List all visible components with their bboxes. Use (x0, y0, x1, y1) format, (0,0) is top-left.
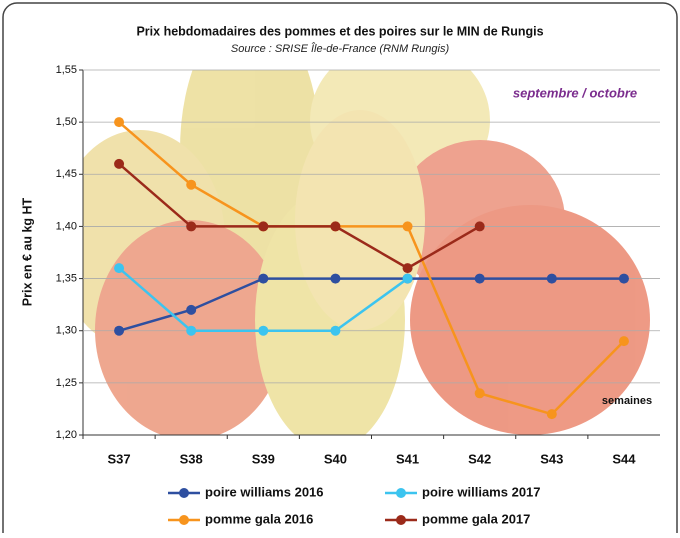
x-tick-label: S40 (324, 451, 347, 466)
y-axis-label: Prix en € au kg HT (20, 197, 34, 306)
data-point (330, 273, 341, 284)
data-point (546, 409, 557, 420)
data-point (186, 325, 197, 336)
data-point (618, 273, 629, 284)
y-tick-label: 1,40 (56, 220, 77, 232)
data-point (114, 117, 125, 128)
legend-marker (396, 488, 406, 498)
data-point (258, 273, 269, 284)
data-point (186, 179, 197, 190)
legend-label: pomme gala 2016 (205, 511, 313, 526)
x-tick-label: S44 (612, 451, 636, 466)
data-point (114, 158, 125, 169)
data-point (330, 221, 341, 232)
legend-marker (396, 515, 406, 525)
series-line (118, 162, 481, 270)
x-tick-label: S38 (180, 451, 203, 466)
x-tick-label: S37 (107, 451, 130, 466)
annotation: semaines (602, 395, 652, 407)
data-point (114, 325, 125, 336)
x-tick-label: S43 (540, 451, 563, 466)
legend-marker (179, 488, 189, 498)
chart-title: Prix hebdomadaires des pommes et des poi… (136, 24, 543, 38)
data-point (402, 221, 413, 232)
data-point (402, 273, 413, 284)
data-point (474, 273, 485, 284)
data-point (186, 304, 197, 315)
legend-marker (179, 515, 189, 525)
y-tick-label: 1,30 (56, 325, 77, 337)
y-tick-label: 1,25 (56, 377, 77, 389)
y-tick-label: 1,45 (56, 168, 77, 180)
background-fruits (83, 70, 650, 435)
data-point (258, 221, 269, 232)
legend-label: pomme gala 2017 (422, 511, 530, 526)
y-tick-label: 1,35 (56, 272, 77, 284)
y-tick-label: 1,55 (56, 64, 77, 76)
data-point (186, 221, 197, 232)
data-point (474, 221, 485, 232)
y-tick-label: 1,50 (56, 116, 77, 128)
data-point (402, 263, 413, 274)
series-line (118, 121, 625, 416)
data-point (330, 325, 341, 336)
data-point (618, 336, 629, 347)
data-point (546, 273, 557, 284)
chart-subtitle: Source : SRISE Île-de-France (RNM Rungis… (231, 42, 450, 55)
legend-label: poire williams 2017 (422, 484, 541, 499)
data-point (474, 388, 485, 399)
x-tick-label: S41 (396, 451, 419, 466)
x-tick-label: S39 (252, 451, 275, 466)
data-point (258, 325, 269, 336)
x-tick-label: S42 (468, 451, 491, 466)
legend-label: poire williams 2016 (205, 484, 324, 499)
data-point (114, 263, 125, 274)
y-tick-label: 1,20 (56, 429, 77, 441)
annotation: septembre / octobre (513, 85, 637, 100)
series-line (118, 277, 624, 332)
